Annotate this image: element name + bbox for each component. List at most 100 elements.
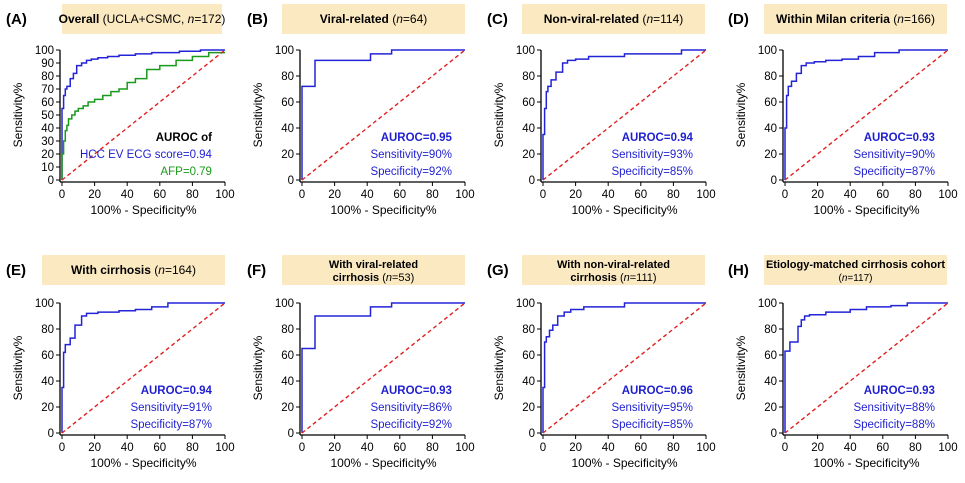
y-tick-label: 0	[529, 428, 535, 440]
y-tick-label: 50	[41, 110, 54, 122]
y-tick-label: 20	[764, 149, 777, 161]
y-tick-label: 80	[522, 324, 535, 336]
roc-curve	[61, 49, 225, 180]
y-axis-label: Sensitivity%	[251, 335, 265, 400]
y-tick-label: 40	[764, 123, 777, 135]
y-tick-label: 70	[41, 84, 54, 96]
panel-letter: (F)	[247, 262, 266, 279]
title-box	[764, 4, 947, 34]
y-tick-label: 0	[529, 175, 535, 187]
x-tick-label: 20	[328, 442, 341, 454]
title-box	[62, 4, 222, 34]
y-tick-label: 60	[764, 97, 777, 109]
x-tick-label: 100	[938, 442, 957, 454]
auroc-annotation: AUROC=0.93	[381, 385, 452, 397]
y-tick-label: 80	[41, 71, 54, 83]
x-tick-label: 40	[844, 189, 857, 201]
y-tick-label: 0	[288, 175, 294, 187]
y-tick-label: 20	[281, 402, 294, 414]
panel-letter: (C)	[487, 11, 508, 28]
title-n: n	[897, 12, 904, 26]
x-tick-label: 60	[876, 189, 889, 201]
auroc-annotation: Specificity=85%	[611, 419, 693, 431]
panel-title: Non-viral-related (n=114)	[544, 12, 684, 26]
title-bold: With cirrhosis	[71, 263, 151, 277]
panel-letter: (D)	[728, 11, 749, 28]
y-tick-label: 40	[281, 123, 294, 135]
title-bold: With viral-related	[329, 259, 418, 271]
x-tick-label: 80	[186, 189, 199, 201]
auroc-annotation: AFP=0.79	[160, 166, 211, 178]
x-axis-label: 100% - Specificity%	[571, 203, 677, 217]
y-tick-label: 0	[48, 428, 54, 440]
panel-title: Within Milan criteria (n=166)	[776, 12, 935, 26]
title-end: =166)	[904, 12, 935, 26]
y-tick-label: 60	[281, 97, 294, 109]
panel-title-line2: cirrhosis (n=53)	[333, 272, 415, 284]
x-tick-label: 60	[393, 442, 406, 454]
x-axis-label: 100% - Specificity%	[90, 456, 196, 470]
auroc-annotation: Specificity=92%	[370, 419, 452, 431]
auroc-annotation: Sensitivity=90%	[370, 149, 452, 161]
y-axis-label: Sensitivity%	[492, 82, 506, 147]
panel-letter: (H)	[728, 262, 749, 279]
y-tick-label: 100	[35, 298, 54, 310]
x-tick-label: 80	[667, 442, 680, 454]
x-tick-label: 60	[634, 189, 647, 201]
title-box	[522, 4, 705, 34]
x-axis-label: 100% - Specificity%	[330, 456, 436, 470]
roc-curve	[784, 302, 948, 433]
auroc-annotation: AUROC=0.94	[622, 132, 694, 144]
panel-letter: (A)	[6, 11, 27, 28]
title-end: =53)	[392, 272, 414, 284]
x-axis-label: 100% - Specificity%	[330, 203, 436, 217]
x-tick-label: 40	[121, 189, 134, 201]
y-axis-label: Sensitivity%	[251, 82, 265, 147]
y-tick-label: 30	[41, 136, 54, 148]
title-end: =172)	[194, 12, 225, 26]
x-tick-label: 20	[88, 442, 101, 454]
y-tick-label: 80	[41, 324, 54, 336]
panel-letter: (E)	[6, 262, 26, 279]
y-tick-label: 40	[522, 123, 535, 135]
title-box	[282, 255, 465, 285]
panel-title: Overall (UCLA+CSMC, n=172)	[59, 12, 226, 26]
auroc-annotation: Sensitivity=90%	[853, 149, 935, 161]
x-tick-label: 40	[361, 189, 374, 201]
y-tick-label: 0	[48, 175, 54, 187]
y-tick-label: 100	[516, 298, 535, 310]
title-n: n	[646, 12, 653, 26]
panel-letter: (B)	[247, 11, 268, 28]
title-end: =164)	[165, 263, 196, 277]
y-tick-label: 60	[522, 97, 535, 109]
y-tick-label: 20	[522, 149, 535, 161]
x-tick-label: 0	[59, 189, 65, 201]
x-tick-label: 60	[393, 189, 406, 201]
auroc-annotation: Specificity=88%	[853, 419, 935, 431]
x-tick-label: 100	[938, 189, 957, 201]
x-axis-label: 100% - Specificity%	[813, 203, 919, 217]
title-rest: (UCLA+CSMC,	[99, 12, 187, 26]
panel-title: Etiology-matched cirrhosis cohort	[766, 259, 945, 271]
y-tick-label: 60	[41, 350, 54, 362]
title-rest: (	[379, 272, 386, 284]
x-tick-label: 0	[540, 189, 546, 201]
auroc-annotation: AUROC of	[156, 132, 212, 144]
y-tick-label: 80	[281, 324, 294, 336]
y-tick-label: 80	[764, 324, 777, 336]
x-tick-label: 60	[153, 442, 166, 454]
y-tick-label: 20	[522, 402, 535, 414]
title-box	[282, 4, 465, 34]
x-tick-label: 20	[569, 442, 582, 454]
roc-curve	[61, 302, 225, 433]
title-rest: (	[890, 12, 897, 26]
x-tick-label: 80	[909, 442, 922, 454]
y-tick-label: 80	[522, 71, 535, 83]
x-tick-label: 0	[299, 189, 305, 201]
panel-title: With viral-related	[329, 259, 418, 271]
auroc-annotation: Specificity=85%	[611, 166, 693, 178]
y-tick-label: 20	[41, 149, 54, 161]
title-bold: Overall	[59, 12, 100, 26]
